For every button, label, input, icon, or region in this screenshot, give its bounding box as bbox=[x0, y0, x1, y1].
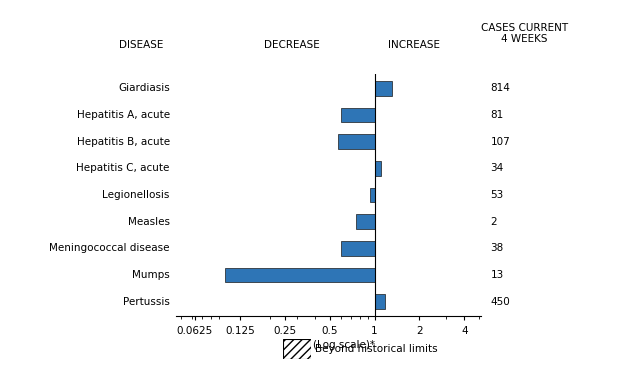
Text: Meningococcal disease: Meningococcal disease bbox=[49, 243, 170, 254]
Text: Legionellosis: Legionellosis bbox=[102, 190, 170, 200]
Text: 13: 13 bbox=[491, 270, 503, 280]
Bar bbox=[375, 161, 381, 176]
Text: Mumps: Mumps bbox=[132, 270, 170, 280]
Text: 2: 2 bbox=[491, 217, 497, 227]
Bar bbox=[341, 107, 375, 122]
Text: 38: 38 bbox=[491, 243, 503, 254]
X-axis label: Ratio (Log scale)*: Ratio (Log scale)* bbox=[283, 340, 375, 350]
Bar bbox=[341, 241, 375, 256]
Text: DISEASE: DISEASE bbox=[119, 40, 164, 50]
Text: 450: 450 bbox=[491, 297, 510, 307]
Text: 81: 81 bbox=[491, 110, 503, 120]
Text: Beyond historical limits: Beyond historical limits bbox=[315, 344, 438, 354]
Text: 814: 814 bbox=[491, 83, 510, 93]
Text: 107: 107 bbox=[491, 137, 510, 147]
Bar bbox=[356, 215, 375, 229]
Text: Pertussis: Pertussis bbox=[123, 297, 170, 307]
Text: 53: 53 bbox=[491, 190, 503, 200]
Bar bbox=[375, 81, 392, 96]
Text: CASES CURRENT
4 WEEKS: CASES CURRENT 4 WEEKS bbox=[481, 22, 568, 44]
Text: Hepatitis C, acute: Hepatitis C, acute bbox=[77, 163, 170, 173]
Text: INCREASE: INCREASE bbox=[388, 40, 440, 50]
Text: Giardiasis: Giardiasis bbox=[118, 83, 170, 93]
Bar bbox=[225, 268, 375, 283]
Text: Hepatitis A, acute: Hepatitis A, acute bbox=[77, 110, 170, 120]
Bar bbox=[370, 188, 375, 202]
Text: 34: 34 bbox=[491, 163, 503, 173]
Bar bbox=[338, 134, 375, 149]
Text: Hepatitis B, acute: Hepatitis B, acute bbox=[77, 137, 170, 147]
Text: DECREASE: DECREASE bbox=[264, 40, 320, 50]
Bar bbox=[375, 294, 385, 309]
Text: Measles: Measles bbox=[128, 217, 170, 227]
